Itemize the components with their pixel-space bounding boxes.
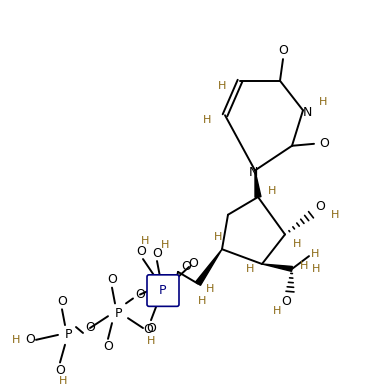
- Text: P: P: [159, 284, 167, 297]
- Text: O: O: [188, 257, 198, 269]
- Text: H: H: [198, 296, 206, 306]
- Text: H: H: [300, 261, 308, 271]
- FancyBboxPatch shape: [147, 275, 179, 306]
- Text: O: O: [319, 137, 329, 150]
- Text: P: P: [114, 307, 122, 320]
- Text: H: H: [214, 232, 222, 242]
- Text: P: P: [64, 328, 72, 342]
- Text: N: N: [302, 106, 312, 119]
- Text: H: H: [311, 249, 319, 259]
- Text: H: H: [203, 115, 211, 125]
- Text: H: H: [246, 264, 254, 274]
- Text: O: O: [152, 247, 162, 260]
- Text: O: O: [107, 273, 117, 286]
- Text: O: O: [57, 295, 67, 308]
- Text: O: O: [103, 340, 113, 353]
- Text: O: O: [25, 334, 35, 346]
- Text: H: H: [319, 97, 327, 107]
- Text: H: H: [161, 240, 169, 250]
- Text: H: H: [12, 335, 20, 345]
- Text: H: H: [268, 186, 276, 196]
- Text: O: O: [135, 288, 145, 301]
- Text: H: H: [331, 210, 339, 220]
- Polygon shape: [255, 170, 261, 197]
- Polygon shape: [262, 264, 292, 271]
- Text: H: H: [59, 376, 67, 386]
- Text: O: O: [278, 44, 288, 57]
- Text: O: O: [136, 245, 146, 258]
- Text: O: O: [55, 364, 65, 377]
- Polygon shape: [195, 249, 222, 285]
- Text: H: H: [293, 239, 301, 249]
- Text: O: O: [143, 323, 153, 335]
- Text: O: O: [181, 261, 191, 273]
- Text: N: N: [248, 166, 258, 179]
- Text: H: H: [218, 81, 226, 91]
- Text: H: H: [141, 236, 149, 246]
- Text: H: H: [312, 264, 320, 274]
- Text: O: O: [146, 322, 156, 335]
- Text: O: O: [315, 200, 325, 213]
- Text: H: H: [147, 336, 155, 346]
- Text: O: O: [85, 320, 95, 334]
- Text: H: H: [273, 306, 281, 316]
- Text: O: O: [281, 295, 291, 308]
- Text: H: H: [206, 284, 214, 294]
